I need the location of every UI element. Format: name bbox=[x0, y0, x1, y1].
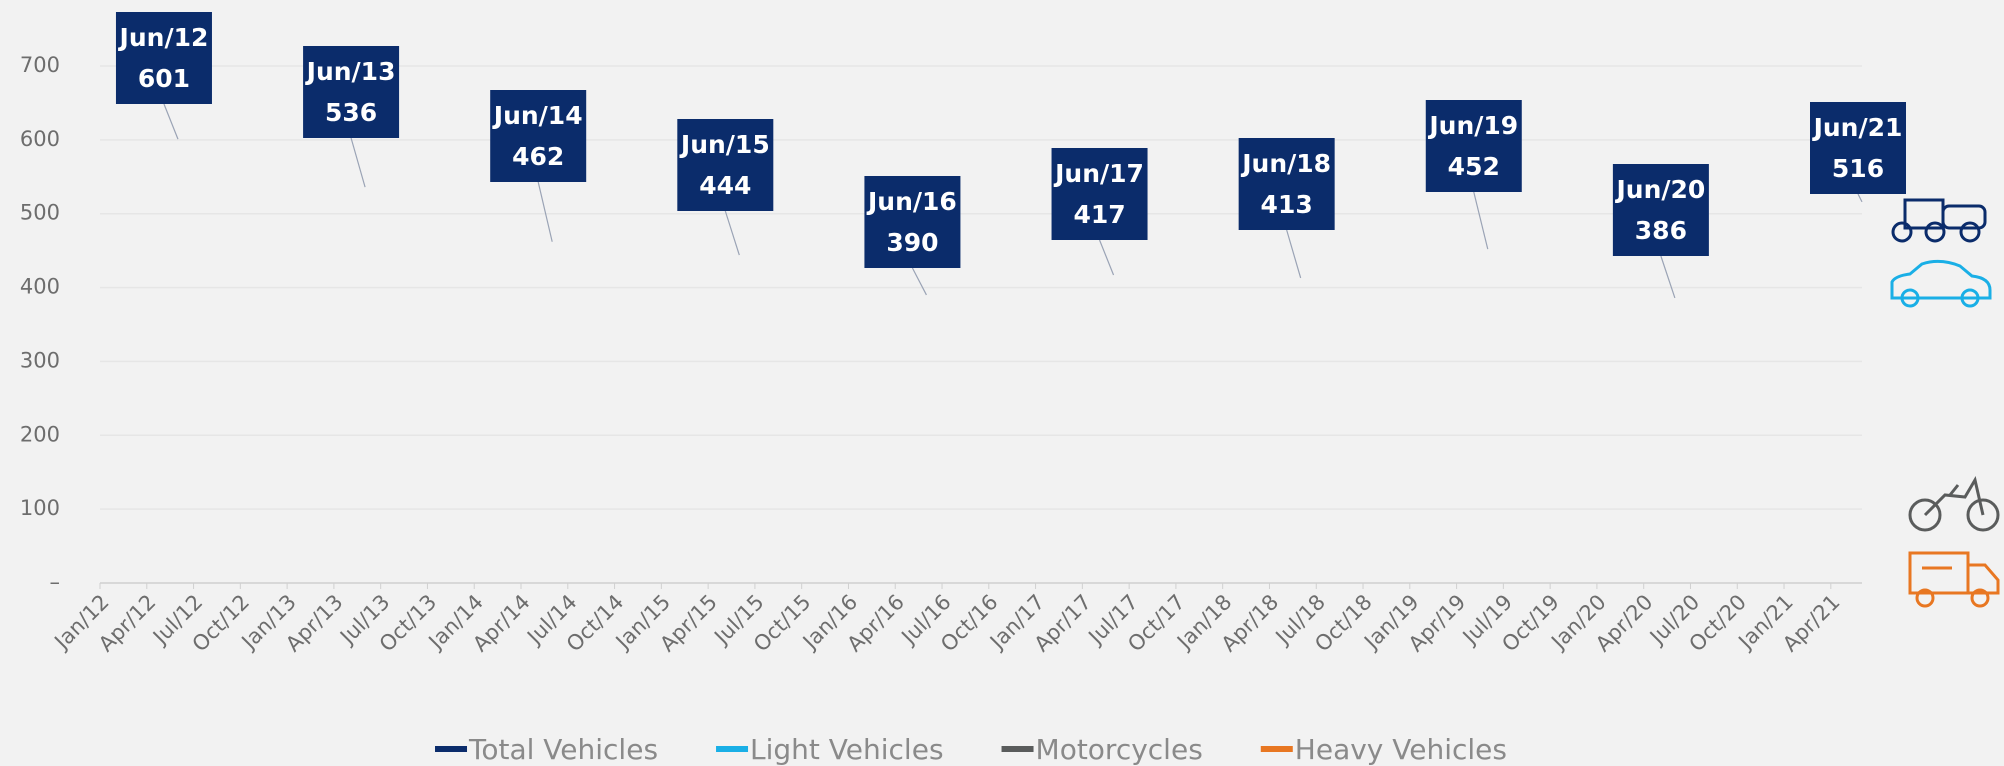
callout-box bbox=[864, 176, 961, 268]
callout-date: Jun/16 bbox=[866, 187, 957, 216]
legend-item: Motorcycles bbox=[1001, 733, 1203, 766]
callout-box bbox=[1612, 164, 1709, 256]
callout-date: Jun/14 bbox=[492, 101, 583, 130]
callout-box bbox=[303, 46, 400, 138]
callout-value: 444 bbox=[699, 171, 751, 200]
y-tick-label: 300 bbox=[20, 348, 60, 372]
callout-value: 390 bbox=[886, 228, 938, 257]
callout-value: 417 bbox=[1073, 200, 1125, 229]
callout-value: 462 bbox=[512, 142, 564, 171]
callout-leader bbox=[1857, 193, 1863, 203]
icons bbox=[1890, 198, 2000, 608]
legend-label: Total Vehicles bbox=[468, 733, 658, 766]
callout-value: 601 bbox=[138, 64, 190, 93]
car-icon bbox=[1890, 259, 1992, 308]
callout-box bbox=[1810, 102, 1906, 194]
motorcycle-icon bbox=[1908, 475, 2000, 532]
callout-leader bbox=[163, 103, 179, 140]
legend-item: Heavy Vehicles bbox=[1260, 733, 1507, 766]
callout-box bbox=[1051, 148, 1148, 240]
callout-box bbox=[1238, 138, 1335, 230]
callout-leader bbox=[1660, 255, 1676, 299]
callout-leader bbox=[350, 137, 366, 188]
y-tick-label: – bbox=[50, 570, 61, 594]
callout-value: 452 bbox=[1448, 152, 1500, 181]
callout-value: 413 bbox=[1261, 190, 1313, 219]
legend-label: Heavy Vehicles bbox=[1295, 733, 1507, 766]
callout-leader bbox=[1286, 229, 1302, 279]
callout-leader bbox=[1098, 239, 1115, 276]
callout-date: Jun/19 bbox=[1427, 111, 1518, 140]
callout-leader bbox=[537, 181, 553, 242]
y-tick-label: 700 bbox=[20, 53, 60, 77]
callout-date: Jun/20 bbox=[1614, 175, 1705, 204]
legend-item: Light Vehicles bbox=[716, 733, 944, 766]
callout-date: Jun/15 bbox=[679, 130, 770, 159]
legend-label: Light Vehicles bbox=[750, 733, 944, 766]
callout-value: 536 bbox=[325, 98, 377, 127]
heavy-truck-icon bbox=[1908, 551, 2000, 608]
y-tick-label: 400 bbox=[20, 275, 60, 299]
callout-box bbox=[1425, 100, 1522, 192]
y-tick-label: 500 bbox=[20, 201, 60, 225]
truck-icon bbox=[1891, 198, 1987, 243]
callout-box bbox=[677, 119, 774, 211]
legend-item: Total Vehicles bbox=[435, 733, 658, 766]
callout-leader bbox=[724, 210, 740, 256]
callout-value: 516 bbox=[1832, 154, 1884, 183]
callout-leader bbox=[1473, 191, 1489, 250]
callout-box bbox=[115, 12, 212, 104]
callout-date: Jun/13 bbox=[305, 57, 396, 86]
callout-date: Jun/21 bbox=[1812, 113, 1903, 142]
y-tick-label: 600 bbox=[20, 127, 60, 151]
callout-date: Jun/12 bbox=[118, 23, 209, 52]
y-tick-label: 100 bbox=[20, 496, 60, 520]
callout-date: Jun/17 bbox=[1053, 159, 1144, 188]
callout-date: Jun/18 bbox=[1240, 149, 1331, 178]
callout-value: 386 bbox=[1635, 216, 1687, 245]
legend-label: Motorcycles bbox=[1036, 733, 1203, 766]
y-tick-label: 200 bbox=[20, 422, 60, 446]
callout-box bbox=[490, 90, 587, 182]
callout-leader bbox=[911, 267, 927, 296]
